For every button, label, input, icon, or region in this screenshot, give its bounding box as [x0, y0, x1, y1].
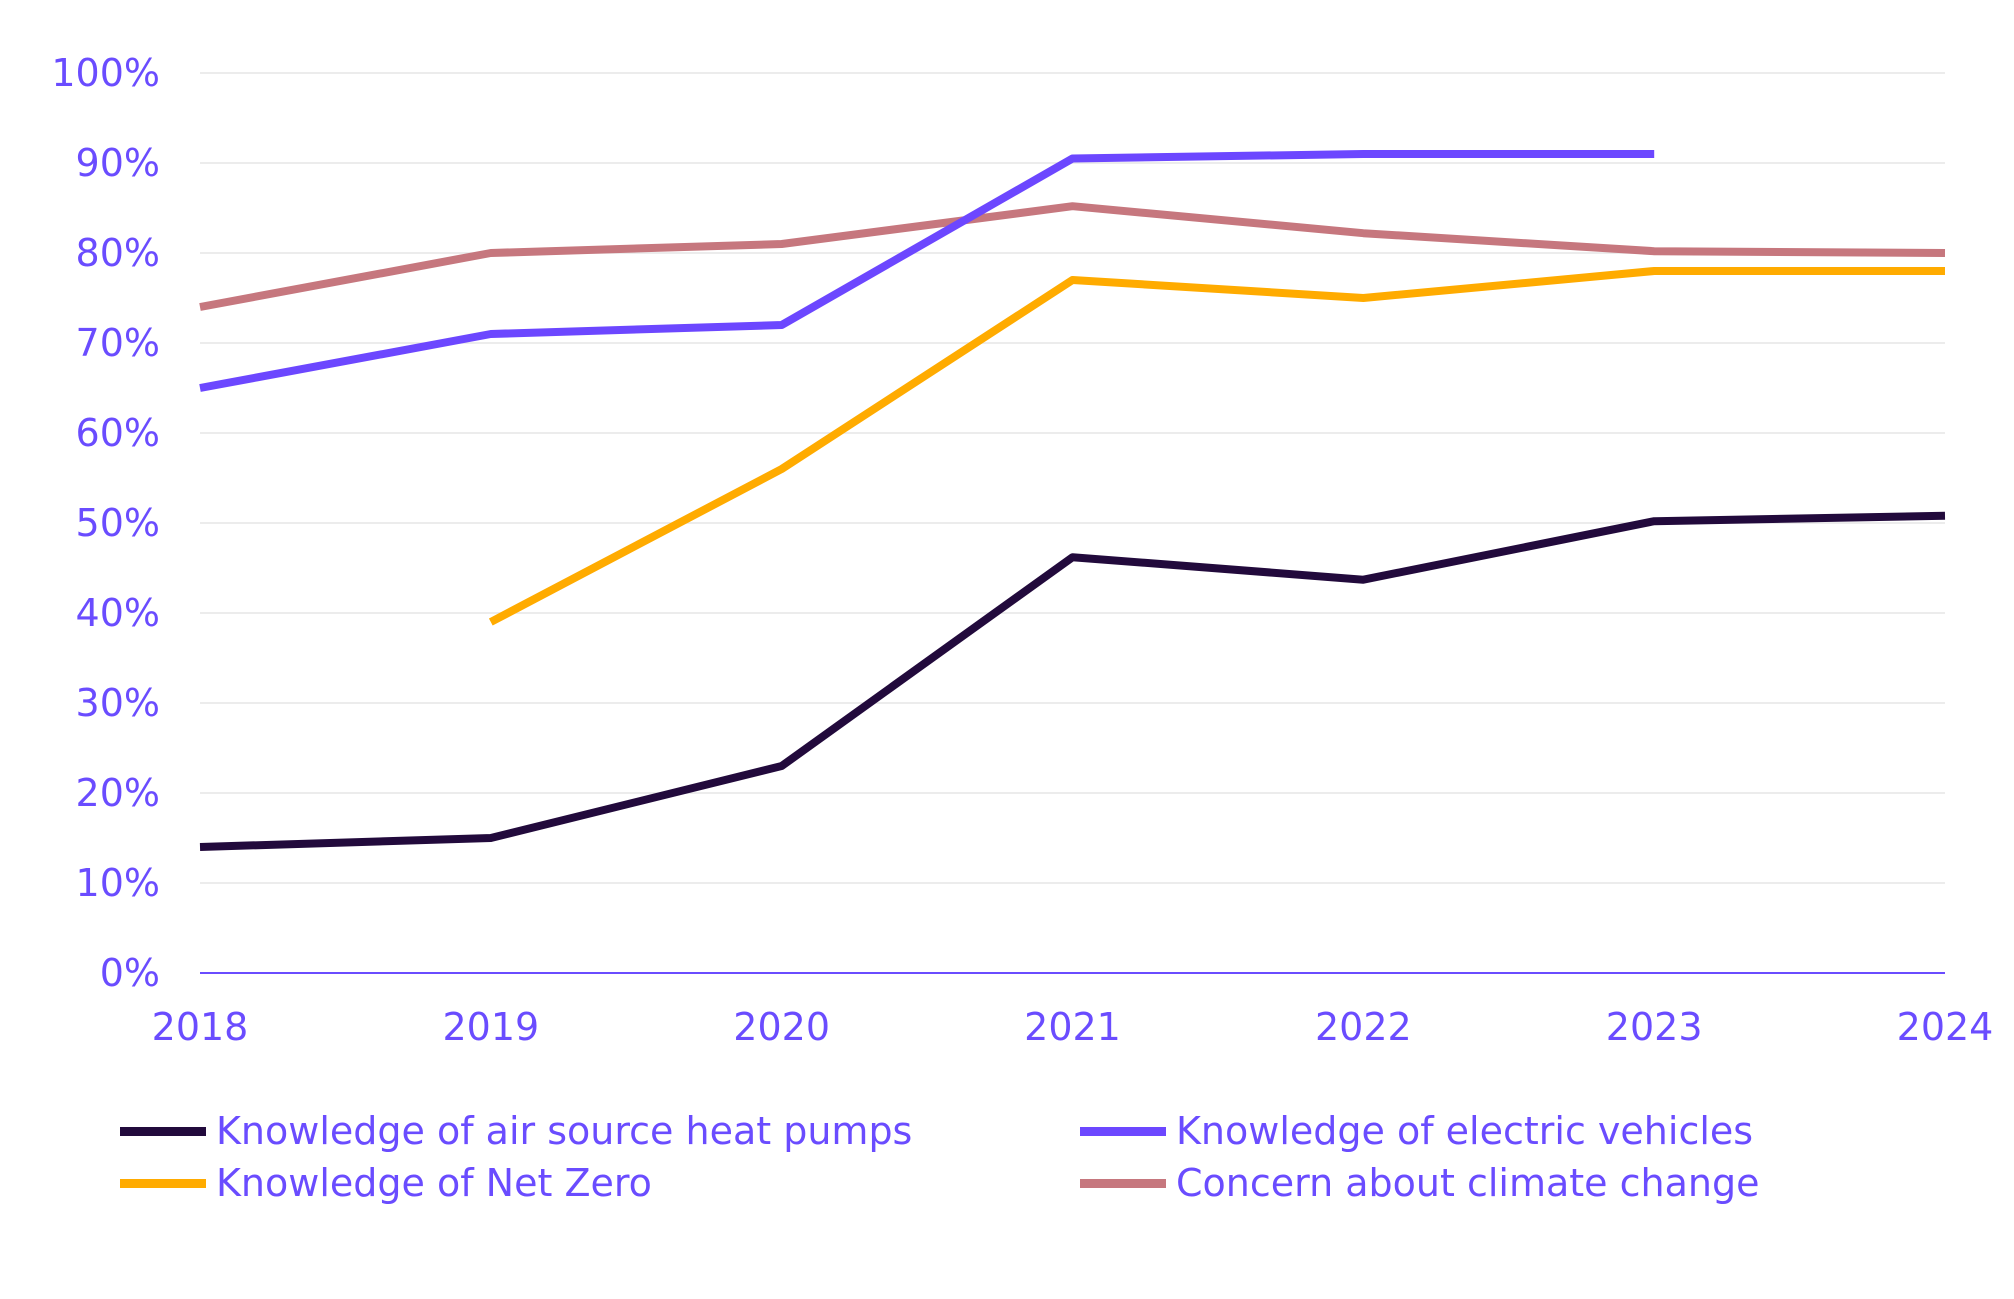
series-line-concern-about-climate-change [199, 202, 1946, 311]
y-tick-label: 90% [76, 141, 160, 185]
y-tick-label: 80% [76, 231, 160, 275]
x-tick-label: 2022 [1315, 1005, 1412, 1049]
y-tick-label: 20% [76, 771, 160, 815]
legend-item-air-source-heat-pumps: Knowledge of air source heat pumps [120, 1108, 1080, 1154]
series-line-knowledge-of-net-zero [488, 267, 1945, 626]
y-tick-label: 100% [51, 51, 160, 95]
legend: Knowledge of air source heat pumps Knowl… [120, 1108, 1940, 1206]
legend-swatch-climate-change-concern [1080, 1178, 1166, 1188]
y-tick-label: 30% [76, 681, 160, 725]
y-tick-label: 50% [76, 501, 160, 545]
x-tick-label: 2020 [733, 1005, 830, 1049]
x-tick-label: 2021 [1024, 1005, 1121, 1049]
legend-label-air-source-heat-pumps: Knowledge of air source heat pumps [216, 1109, 913, 1153]
legend-item-climate-change-concern: Concern about climate change [1080, 1160, 1940, 1206]
y-tick-label: 0% [100, 951, 160, 995]
x-axis-tick-labels: 2018 2019 2020 2021 2022 2023 2024 [152, 1005, 1994, 1049]
legend-swatch-electric-vehicles [1080, 1126, 1166, 1136]
legend-swatch-air-source-heat-pumps [120, 1126, 206, 1136]
y-tick-label: 10% [76, 861, 160, 905]
series-line-knowledge-of-air-source-heat-pumps [199, 511, 1946, 851]
legend-label-climate-change-concern: Concern about climate change [1176, 1161, 1760, 1205]
legend-item-electric-vehicles: Knowledge of electric vehicles [1080, 1108, 1940, 1154]
y-tick-label: 70% [76, 321, 160, 365]
series-lines [199, 150, 1946, 851]
y-axis-tick-labels: 0% 10% 20% 30% 40% 50% 60% 70% 80% 90% 100% [51, 51, 160, 995]
x-tick-label: 2024 [1897, 1005, 1994, 1049]
x-tick-label: 2023 [1606, 1005, 1703, 1049]
legend-swatch-net-zero [120, 1178, 206, 1188]
y-tick-label: 60% [76, 411, 160, 455]
legend-label-electric-vehicles: Knowledge of electric vehicles [1176, 1109, 1754, 1153]
x-tick-label: 2019 [442, 1005, 539, 1049]
legend-label-net-zero: Knowledge of Net Zero [216, 1161, 652, 1205]
y-tick-label: 40% [76, 591, 160, 635]
x-tick-label: 2018 [152, 1005, 249, 1049]
gridlines [200, 72, 1945, 884]
legend-item-net-zero: Knowledge of Net Zero [120, 1160, 1080, 1206]
series-line-knowledge-of-electric-vehicles [199, 150, 1655, 392]
